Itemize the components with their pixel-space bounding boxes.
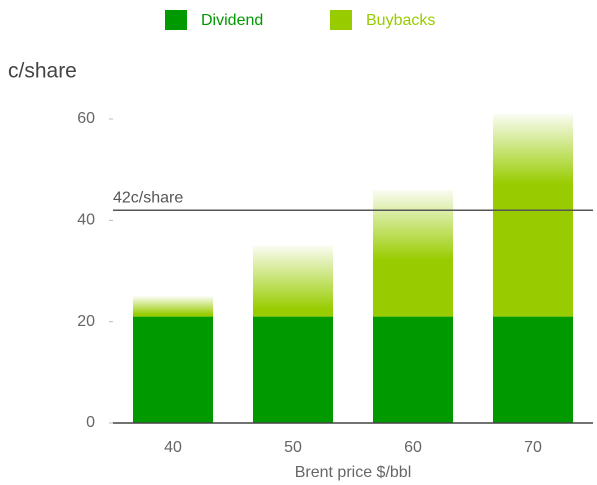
reference-label: 42c/share [113, 189, 183, 206]
x-tick-label: 40 [164, 439, 182, 456]
x-tick-label: 60 [404, 439, 422, 456]
legend-swatch [165, 10, 187, 30]
x-tick-label: 70 [524, 439, 542, 456]
bar-segment [492, 113, 574, 317]
y-tick-label: 0 [86, 414, 95, 431]
bar-segment [252, 245, 334, 317]
bar-segment [132, 316, 214, 423]
bar-segment [372, 316, 454, 423]
bar-segment [132, 296, 214, 317]
y-tick-label: 60 [77, 110, 95, 127]
y-tick-label: 40 [77, 212, 95, 229]
bar-segment [372, 189, 454, 317]
x-axis-label: Brent price $/bbl [295, 464, 412, 481]
bar-segment [252, 316, 334, 423]
legend-label: Dividend [201, 12, 263, 29]
bar-segment [492, 316, 574, 423]
y-tick-label: 20 [77, 313, 95, 330]
x-tick-label: 50 [284, 439, 302, 456]
y-axis-label: c/share [8, 60, 77, 83]
legend-label: Buybacks [366, 12, 435, 29]
legend-swatch [330, 10, 352, 30]
